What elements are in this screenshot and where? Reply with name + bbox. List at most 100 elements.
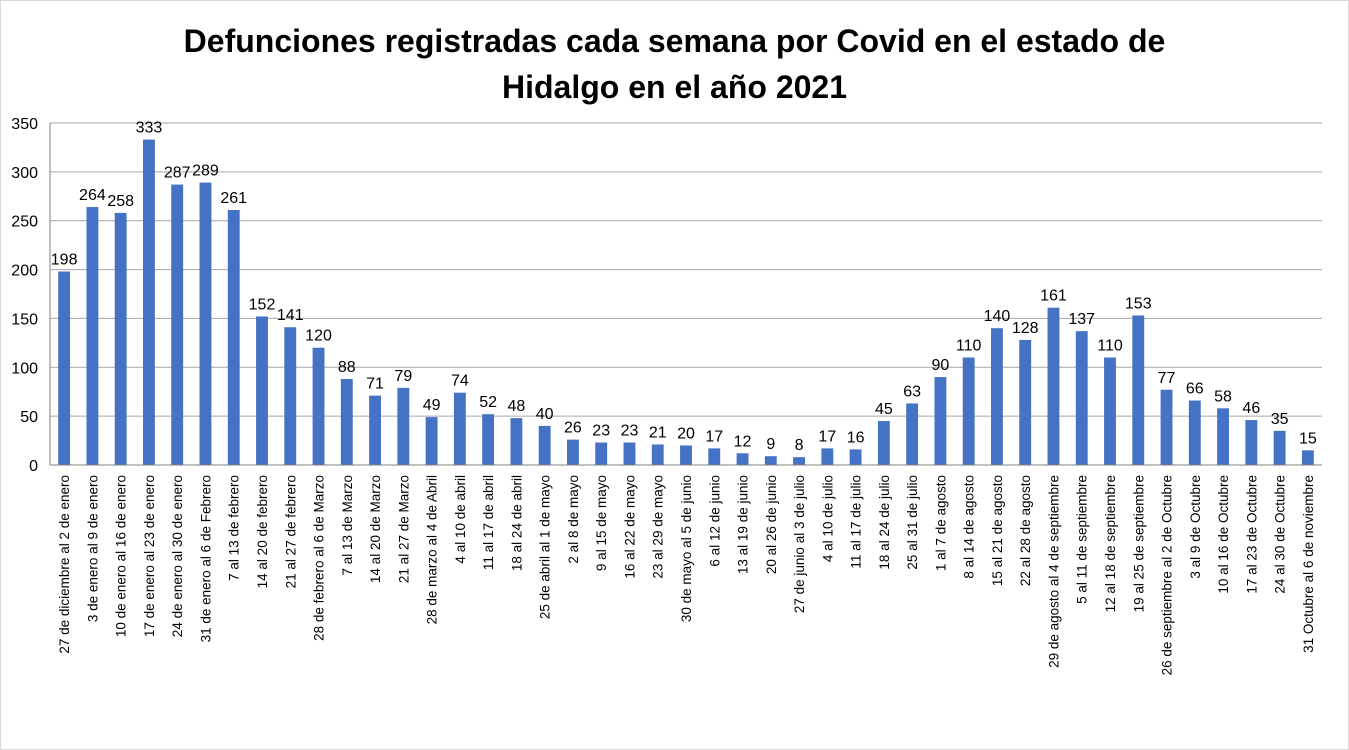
bar bbox=[510, 418, 523, 465]
x-category-label: 11 al 17 de julio bbox=[849, 475, 864, 569]
y-tick-label: 350 bbox=[11, 116, 38, 133]
bar bbox=[1273, 430, 1286, 465]
data-label: 35 bbox=[1271, 411, 1289, 428]
data-label: 90 bbox=[932, 357, 950, 374]
data-label: 77 bbox=[1158, 370, 1176, 387]
data-label: 17 bbox=[705, 428, 723, 445]
bars bbox=[58, 139, 1314, 465]
bar bbox=[482, 414, 495, 465]
y-tick-label: 50 bbox=[20, 409, 38, 426]
data-label: 137 bbox=[1068, 311, 1095, 328]
y-axis: 0 50 100 150 200 250 300 350 bbox=[11, 116, 51, 475]
bar bbox=[736, 453, 749, 465]
x-category-label: 25 de abril al 1 de mayo bbox=[538, 475, 553, 619]
x-category-label: 18 al 24 de abril bbox=[509, 475, 524, 571]
data-label: 9 bbox=[766, 436, 775, 453]
x-category-label: 11 al 17 de abril bbox=[481, 475, 496, 570]
bar bbox=[284, 327, 297, 465]
data-label: 49 bbox=[423, 397, 441, 414]
bar bbox=[1188, 400, 1201, 465]
bar bbox=[877, 421, 890, 465]
bar bbox=[962, 357, 975, 465]
y-tick-label: 150 bbox=[11, 311, 38, 328]
bar bbox=[199, 182, 212, 465]
data-label: 21 bbox=[649, 424, 667, 441]
x-category-label: 17 al 23 de Octubre bbox=[1244, 475, 1259, 594]
x-category-label: 26 de septiembre al 2 de Octubre bbox=[1160, 475, 1175, 675]
data-label: 74 bbox=[451, 373, 469, 390]
bar bbox=[425, 417, 438, 465]
x-axis: 27 de diciembre al 2 de enero 3 de enero … bbox=[50, 464, 1322, 675]
data-label: 258 bbox=[107, 193, 134, 210]
x-category-label: 27 de diciembre al 2 de enero bbox=[57, 475, 72, 654]
x-category-label: 9 al 15 de mayo bbox=[594, 475, 609, 571]
x-category-label: 21 al 27 de Marzo bbox=[396, 475, 411, 583]
gridlines bbox=[50, 122, 1322, 466]
data-label: 79 bbox=[394, 368, 412, 385]
y-tick-label: 0 bbox=[29, 458, 38, 475]
x-category-label: 14 al 20 de febrero bbox=[255, 475, 270, 588]
data-label: 110 bbox=[956, 338, 982, 355]
x-category-label: 7 al 13 de febrero bbox=[227, 475, 242, 581]
data-label: 71 bbox=[366, 376, 384, 393]
data-label: 8 bbox=[795, 437, 804, 454]
data-label: 15 bbox=[1299, 430, 1317, 447]
data-label: 66 bbox=[1186, 381, 1204, 398]
x-category-label: 28 de marzo al 4 de Abril bbox=[425, 475, 440, 624]
data-label: 20 bbox=[677, 425, 695, 442]
data-label: 63 bbox=[903, 383, 921, 400]
x-category-label: 4 al 10 de julio bbox=[820, 475, 835, 562]
y-tick-label: 100 bbox=[11, 360, 38, 377]
data-label: 141 bbox=[277, 307, 304, 324]
x-category-label: 23 al 29 de mayo bbox=[651, 475, 666, 579]
x-category-label: 19 al 25 de septiembre bbox=[1131, 475, 1146, 612]
x-category-label: 12 al 18 de septiembre bbox=[1103, 475, 1118, 612]
bar bbox=[1301, 450, 1314, 465]
x-category-label: 30 de mayo al 5 de junio bbox=[679, 475, 694, 622]
x-category-label: 10 de enero al 16 de enero bbox=[114, 475, 129, 637]
x-category-label: 18 al 24 de julio bbox=[877, 475, 892, 570]
data-label: 264 bbox=[79, 187, 106, 204]
chart-title-line-1: Defunciones registradas cada semana por … bbox=[183, 23, 1166, 59]
data-label: 16 bbox=[847, 429, 865, 446]
bar bbox=[142, 139, 155, 465]
data-label: 23 bbox=[592, 423, 610, 440]
data-label: 152 bbox=[249, 296, 276, 313]
x-category-label: 24 al 30 de Octubre bbox=[1273, 475, 1288, 594]
bar bbox=[793, 457, 806, 465]
bar bbox=[1160, 389, 1173, 465]
bar bbox=[680, 445, 692, 465]
x-category-label: 14 al 20 de Marzo bbox=[368, 475, 383, 583]
bar bbox=[86, 207, 99, 465]
data-label: 198 bbox=[51, 252, 78, 269]
bar bbox=[566, 439, 579, 465]
x-category-label: 8 al 14 de agosto bbox=[962, 475, 977, 579]
x-category-label: 1 al 7 de agosto bbox=[933, 475, 948, 571]
x-category-label: 16 al 22 de mayo bbox=[622, 475, 637, 579]
bar bbox=[114, 212, 127, 465]
data-label: 52 bbox=[479, 394, 497, 411]
data-label: 161 bbox=[1040, 288, 1067, 305]
bar bbox=[58, 271, 71, 465]
data-label: 88 bbox=[338, 359, 356, 376]
x-category-label: 13 al 19 de junio bbox=[736, 475, 751, 574]
data-label: 120 bbox=[305, 328, 332, 345]
x-category-label: 24 de enero al 30 de enero bbox=[170, 475, 185, 637]
bar bbox=[623, 442, 636, 465]
data-label: 17 bbox=[818, 428, 836, 445]
data-label: 333 bbox=[136, 120, 163, 137]
bar bbox=[538, 425, 551, 465]
data-label: 12 bbox=[734, 433, 752, 450]
x-category-label: 31 de enero al 6 de Febrero bbox=[198, 475, 213, 642]
y-tick-label: 250 bbox=[11, 214, 38, 231]
x-category-label: 27 de junio al 3 de julio bbox=[792, 475, 807, 613]
x-category-label: 7 al 13 de Marzo bbox=[340, 475, 355, 576]
data-label: 40 bbox=[536, 406, 554, 423]
y-tick-label: 200 bbox=[11, 263, 38, 280]
x-category-label: 29 de agosto al 4 de septiembre bbox=[1046, 475, 1061, 668]
x-category-label: 21 al 27 de febrero bbox=[283, 475, 298, 588]
x-category-label: 17 de enero al 23 de enero bbox=[142, 475, 157, 637]
bar bbox=[849, 449, 862, 465]
